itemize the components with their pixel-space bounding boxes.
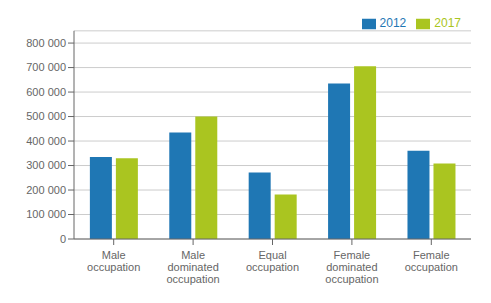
svg-text:300 000: 300 000 xyxy=(26,159,66,171)
svg-text:800 000: 800 000 xyxy=(26,37,66,49)
svg-text:200 000: 200 000 xyxy=(26,184,66,196)
svg-text:0: 0 xyxy=(60,233,66,245)
svg-text:Equaloccupation: Equaloccupation xyxy=(246,249,299,273)
svg-text:400 000: 400 000 xyxy=(26,135,66,147)
svg-text:Maleoccupation: Maleoccupation xyxy=(87,249,140,273)
svg-text:Maledominatedoccupation: Maledominatedoccupation xyxy=(166,249,219,285)
svg-text:Femaleoccupation: Femaleoccupation xyxy=(405,249,458,273)
svg-text:500 000: 500 000 xyxy=(26,110,66,122)
svg-text:100 000: 100 000 xyxy=(26,208,66,220)
svg-text:700 000: 700 000 xyxy=(26,61,66,73)
svg-text:600 000: 600 000 xyxy=(26,86,66,98)
html-text:2012: 2012 xyxy=(379,16,407,30)
html-text:2017: 2017 xyxy=(434,16,461,30)
svg-text:Femaledominatedoccupation: Femaledominatedoccupation xyxy=(325,249,378,285)
